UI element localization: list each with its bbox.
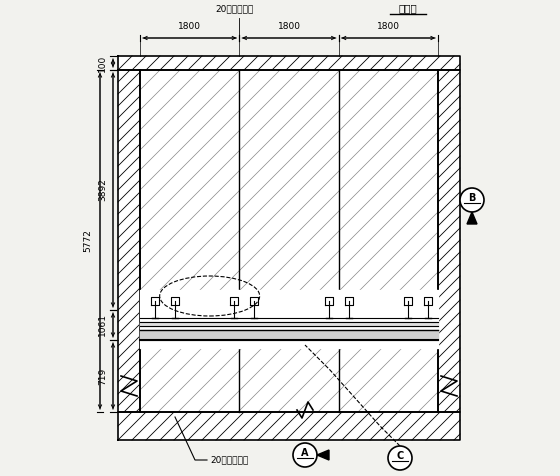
Polygon shape: [317, 450, 329, 460]
Circle shape: [460, 188, 484, 212]
Text: C: C: [396, 451, 404, 461]
Text: B: B: [468, 193, 475, 203]
Text: 1061: 1061: [98, 314, 107, 337]
Polygon shape: [467, 212, 477, 224]
Text: 1800: 1800: [278, 22, 301, 31]
Circle shape: [293, 443, 317, 467]
Text: 100: 100: [98, 54, 107, 71]
Text: 20厘钢化玻璃: 20厘钢化玻璃: [210, 456, 248, 465]
Text: 1800: 1800: [377, 22, 400, 31]
Text: A: A: [301, 448, 309, 458]
Text: 719: 719: [98, 367, 107, 385]
Text: 5772: 5772: [83, 229, 92, 252]
Text: 1800: 1800: [178, 22, 201, 31]
Circle shape: [388, 446, 412, 470]
Text: 20厘钢化玻璃: 20厘钢化玻璃: [215, 4, 254, 13]
Text: 立面图: 立面图: [399, 3, 418, 13]
Text: 3892: 3892: [98, 178, 107, 201]
